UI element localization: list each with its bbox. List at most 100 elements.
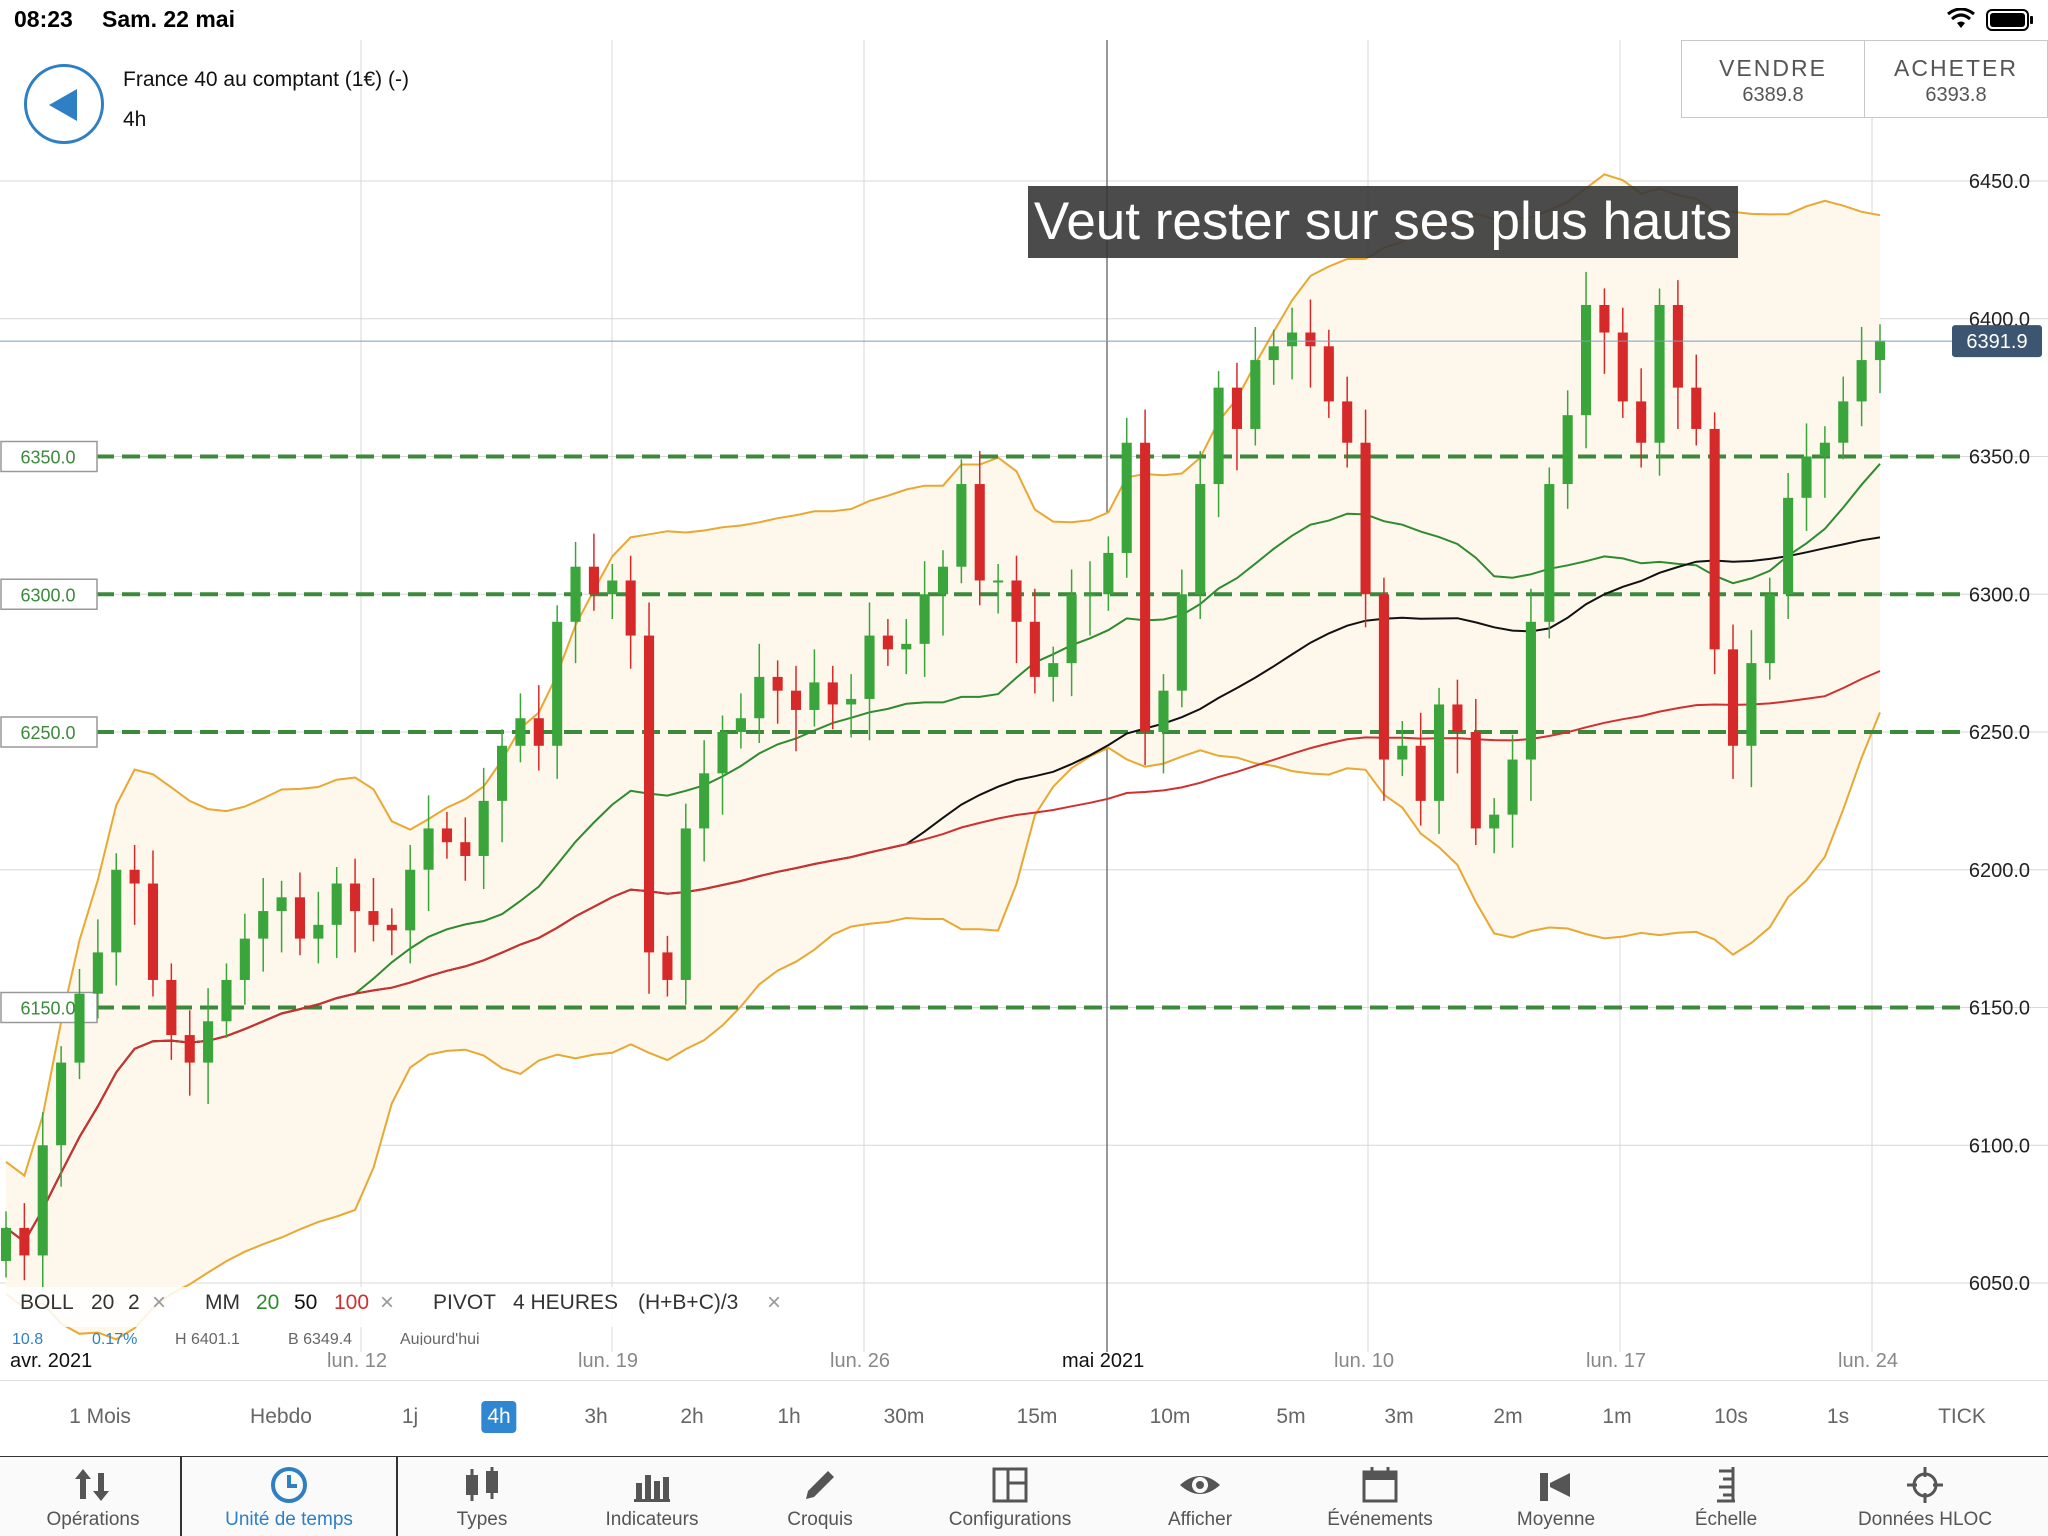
candle-body[interactable] <box>533 718 544 746</box>
price-chart[interactable]: 6350.0 6300.0 6250.0 6150.0 6050.0 6100.0 615… <box>0 40 2048 1380</box>
candle-body[interactable] <box>1415 745 1426 801</box>
candle-body[interactable] <box>956 484 967 567</box>
legend-pivot[interactable]: PIVOT <box>433 1291 497 1314</box>
candle-body[interactable] <box>1599 304 1610 333</box>
candle-body[interactable] <box>1378 594 1389 760</box>
candle-body[interactable] <box>699 773 710 829</box>
candle-body[interactable] <box>258 911 269 939</box>
tf-10s[interactable]: 10s <box>1714 1405 1748 1428</box>
candle-body[interactable] <box>129 869 140 884</box>
candle-body[interactable] <box>846 698 857 705</box>
tool-scale[interactable]: Échelle <box>1666 1457 1786 1536</box>
candle-body[interactable] <box>423 828 434 870</box>
candle-body[interactable] <box>1801 456 1812 498</box>
tool-indicators[interactable]: Indicateurs <box>582 1457 722 1536</box>
candle-body[interactable] <box>607 580 618 595</box>
candle-body[interactable] <box>37 1145 48 1256</box>
candle-body[interactable] <box>294 897 306 939</box>
candle-body[interactable] <box>827 682 838 705</box>
candle-body[interactable] <box>754 676 765 719</box>
remove-mm-icon[interactable]: × <box>380 1289 395 1316</box>
candle-body[interactable] <box>1342 401 1353 443</box>
candle-body[interactable] <box>1764 594 1775 664</box>
candle-body[interactable] <box>1544 484 1555 622</box>
tf-30m[interactable]: 30m <box>883 1405 925 1428</box>
candle-body[interactable] <box>1066 594 1077 664</box>
candle-body[interactable] <box>460 842 471 856</box>
tf-2h[interactable]: 2h <box>680 1405 704 1428</box>
candle-body[interactable] <box>1746 663 1757 746</box>
candle-body[interactable] <box>790 690 802 710</box>
candle-body[interactable] <box>901 643 912 650</box>
candle-body[interactable] <box>662 952 673 980</box>
tf-1j[interactable]: 1j <box>401 1405 419 1428</box>
chart-canvas[interactable]: 6350.0 6300.0 6250.0 6150.0 6050.0 6100.0 615… <box>0 40 2048 1380</box>
candle-body[interactable] <box>882 635 893 650</box>
tf-10m[interactable]: 10m <box>1149 1405 1191 1428</box>
tf-1h[interactable]: 1h <box>777 1405 801 1428</box>
candle-body[interactable] <box>1029 621 1040 677</box>
candle-body[interactable] <box>1636 401 1647 443</box>
candle-body[interactable] <box>441 828 452 843</box>
candle-body[interactable] <box>405 869 416 931</box>
candle-body[interactable] <box>588 566 599 595</box>
legend-boll[interactable]: BOLL <box>20 1291 74 1314</box>
candle-body[interactable] <box>386 924 397 931</box>
candle-body[interactable] <box>1617 332 1628 402</box>
candle-body[interactable] <box>552 621 563 746</box>
tool-average[interactable]: Moyenne <box>1496 1457 1616 1536</box>
tool-sketch[interactable]: Croquis <box>760 1457 880 1536</box>
tool-operations[interactable]: Opérations <box>16 1457 170 1536</box>
tf-1m[interactable]: 1m <box>1602 1405 1632 1428</box>
candle-body[interactable] <box>1434 704 1445 801</box>
tf-hebdo[interactable]: Hebdo <box>250 1405 312 1428</box>
tool-display[interactable]: Afficher <box>1140 1457 1260 1536</box>
tf-tick[interactable]: TICK <box>1938 1405 1986 1428</box>
tf-1s[interactable]: 1s <box>1826 1405 1850 1428</box>
candle-body[interactable] <box>974 484 985 581</box>
tf-3h[interactable]: 3h <box>584 1405 608 1428</box>
tool-time-unit[interactable]: Unité de temps <box>196 1457 382 1536</box>
candle-body[interactable] <box>1213 387 1224 485</box>
candle-body[interactable] <box>239 938 250 980</box>
candle-body[interactable] <box>1654 304 1665 443</box>
tf-4h[interactable]: 4h <box>481 1401 517 1433</box>
candle-body[interactable] <box>717 732 728 774</box>
candle-body[interactable] <box>92 952 103 994</box>
tf-5m[interactable]: 5m <box>1276 1405 1306 1428</box>
candle-body[interactable] <box>993 580 1004 583</box>
candle-body[interactable] <box>478 800 489 856</box>
candle-body[interactable] <box>1783 497 1794 595</box>
candle-body[interactable] <box>1856 360 1867 402</box>
candle-body[interactable] <box>1268 346 1279 361</box>
candle-body[interactable] <box>680 828 691 980</box>
tf-15m[interactable]: 15m <box>1016 1405 1058 1428</box>
candle-body[interactable] <box>809 682 820 710</box>
candle-body[interactable] <box>147 883 159 980</box>
candle-body[interactable] <box>313 924 324 939</box>
candle-body[interactable] <box>1360 442 1371 595</box>
candle-body[interactable] <box>1397 745 1408 760</box>
candle-body[interactable] <box>1507 759 1518 815</box>
candle-body[interactable] <box>864 635 875 699</box>
candle-body[interactable] <box>1672 304 1683 388</box>
candle-body[interactable] <box>1727 649 1739 746</box>
candle-body[interactable] <box>772 676 783 691</box>
remove-pivot-icon[interactable]: × <box>767 1289 782 1316</box>
candle-body[interactable] <box>56 1062 67 1146</box>
candle-body[interactable] <box>1562 415 1573 485</box>
tool-types[interactable]: Types <box>420 1457 544 1536</box>
candle-body[interactable] <box>1287 332 1298 347</box>
candle-body[interactable] <box>1489 814 1500 829</box>
candle-body[interactable] <box>1819 442 1830 457</box>
candle-body[interactable] <box>1838 401 1849 443</box>
legend-mm[interactable]: MM <box>205 1291 240 1314</box>
candle-body[interactable] <box>1048 663 1059 677</box>
candle-body[interactable] <box>111 869 122 953</box>
candle-body[interactable] <box>0 1227 12 1261</box>
candle-body[interactable] <box>1158 690 1169 732</box>
candle-body[interactable] <box>1691 387 1702 429</box>
tf-2m[interactable]: 2m <box>1493 1405 1523 1428</box>
candle-body[interactable] <box>1195 484 1206 595</box>
candle-body[interactable] <box>166 979 177 1036</box>
